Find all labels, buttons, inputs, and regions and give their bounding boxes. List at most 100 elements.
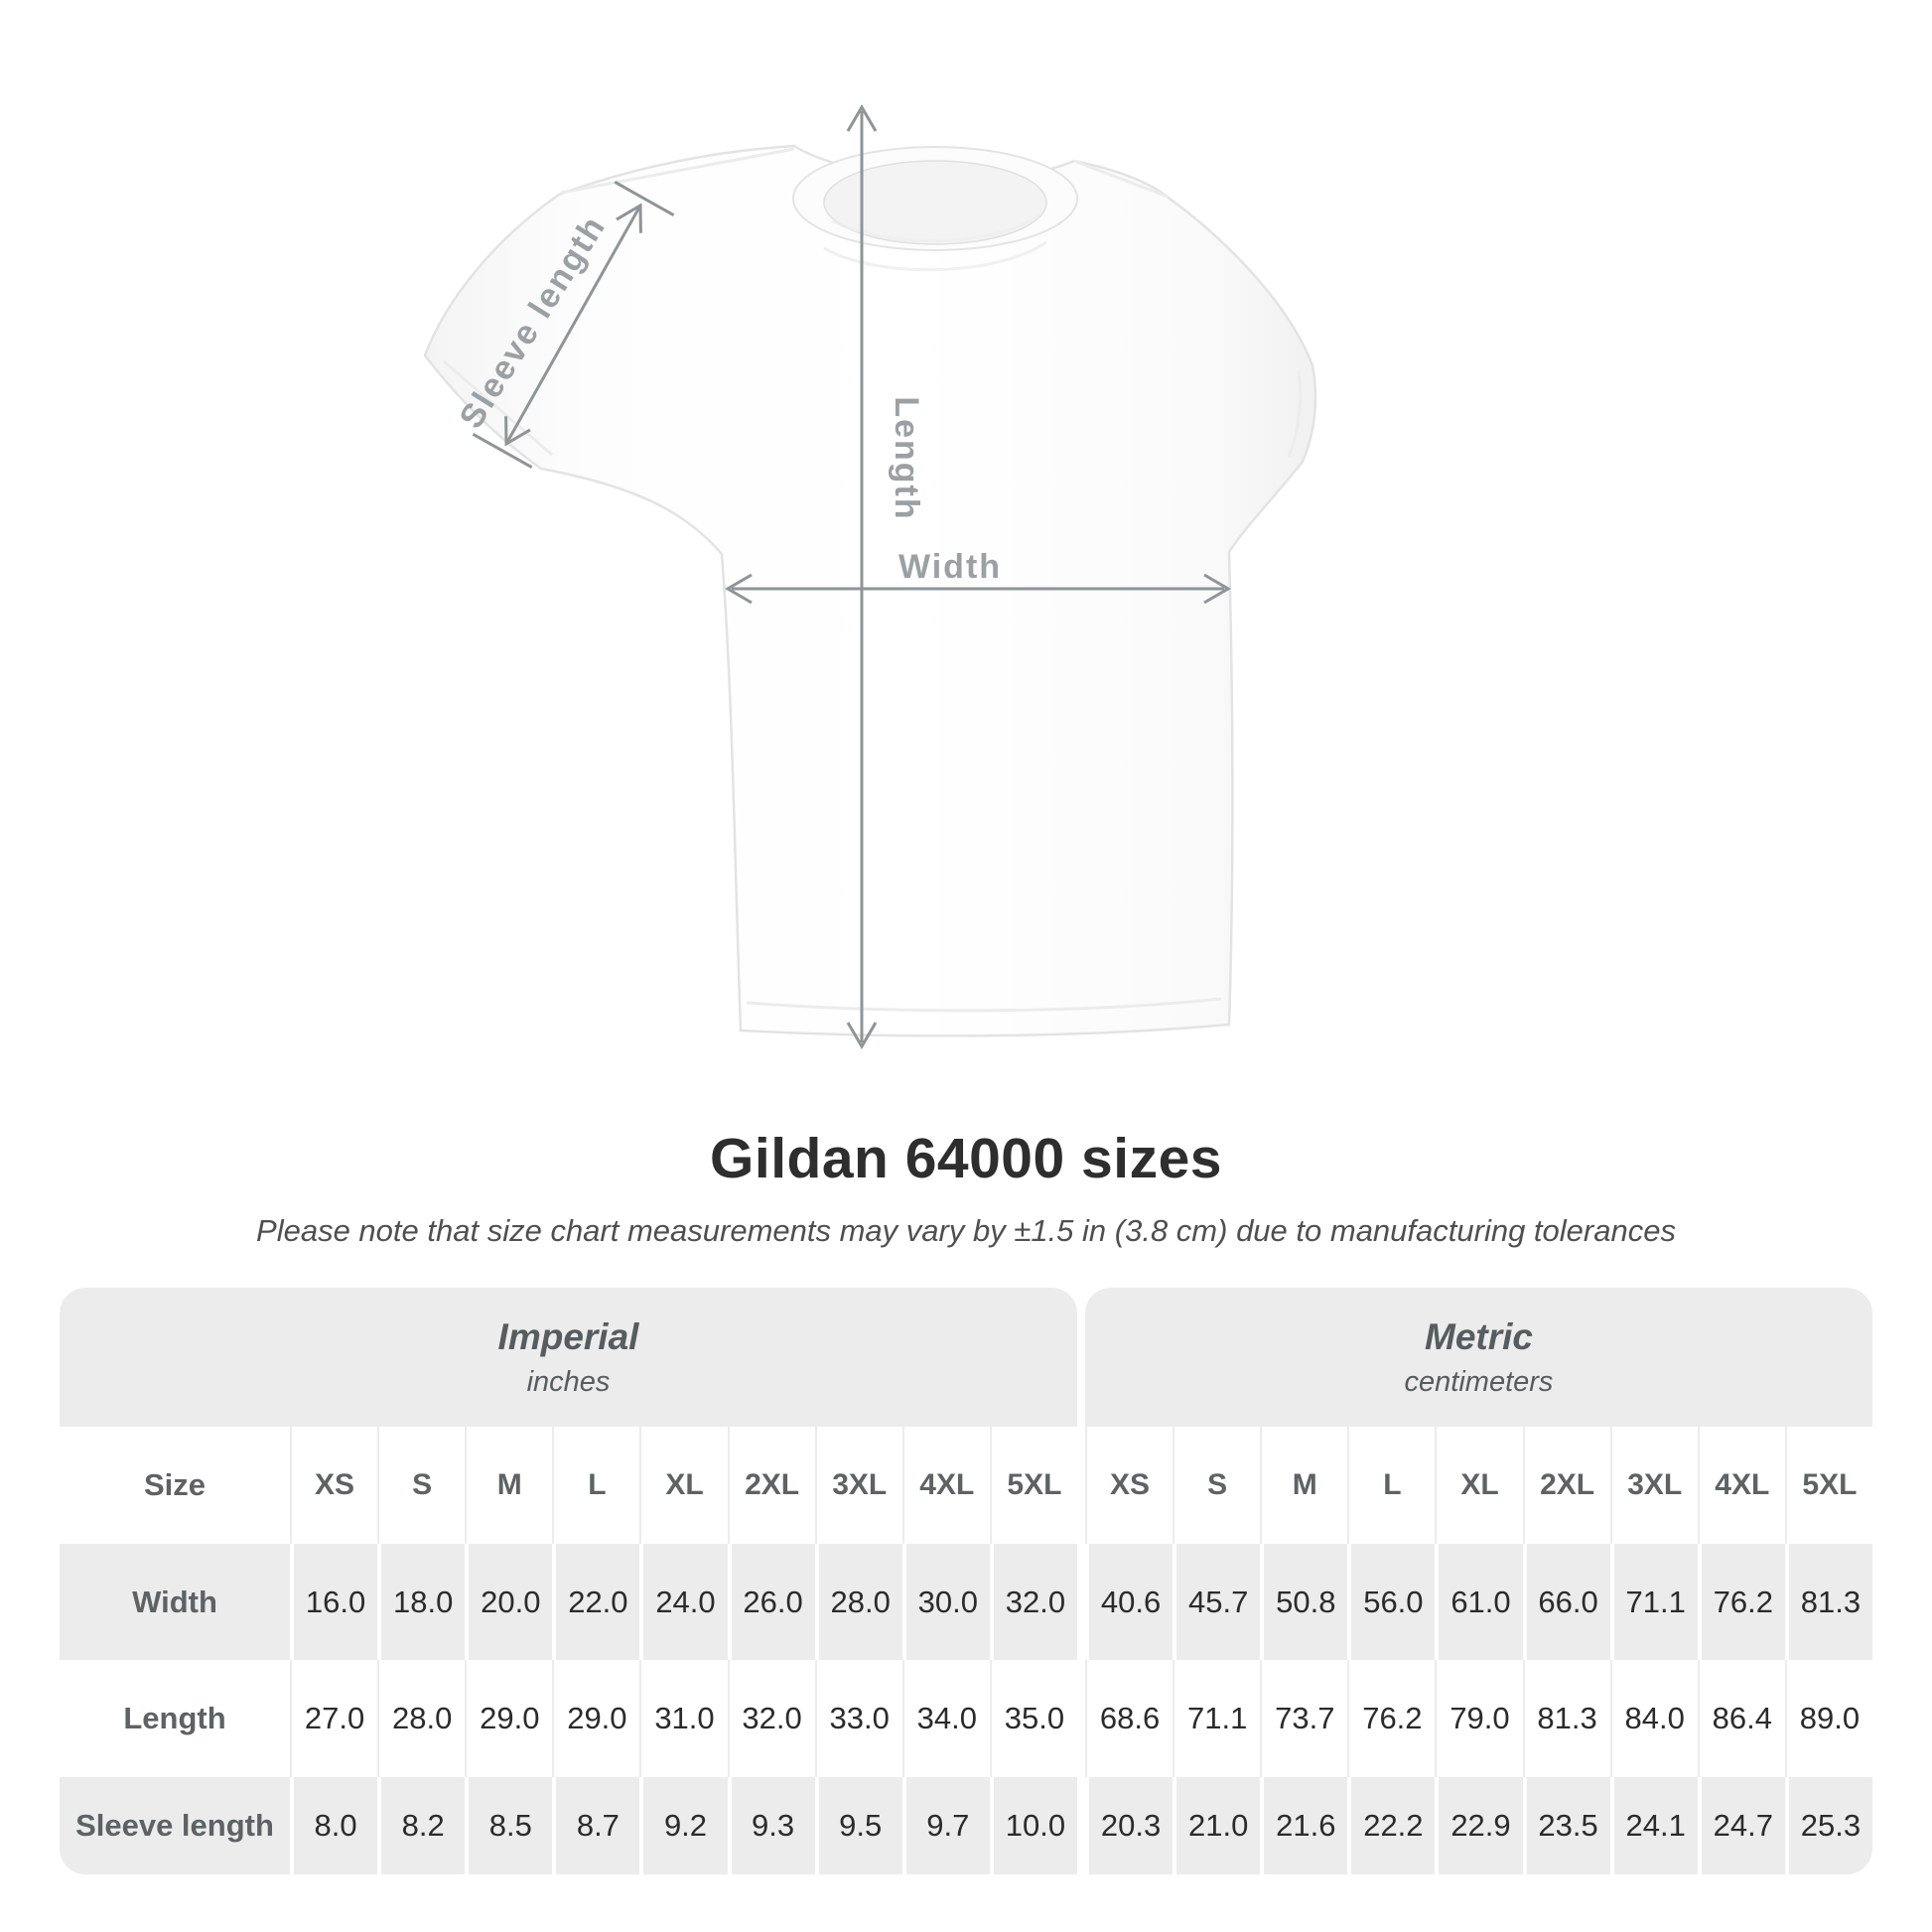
table-cell: 28.0 (377, 1660, 465, 1777)
table-cell: 22.0 (552, 1544, 639, 1660)
page-title: Gildan 64000 sizes (710, 1127, 1222, 1190)
table-cell: 9.7 (901, 1777, 990, 1874)
table-cell: 71.1 (1609, 1544, 1698, 1660)
collar-opening (823, 160, 1047, 245)
table-body: Size XS S M L XL 2XL 3XL 4XL 5XL XS S M L XL 2XL 3XL 4XL 5… (60, 1427, 1872, 1874)
table-cell: 9.3 (727, 1777, 815, 1874)
table-cell: S (1173, 1427, 1260, 1544)
size-chart-table: Imperial inches Metric centimeters Size X… (60, 1288, 1872, 1874)
table-cell: 86.4 (1697, 1660, 1785, 1777)
table-cell: 4XL (1697, 1427, 1785, 1544)
table-cell: 20.0 (465, 1544, 552, 1660)
column-gap (1077, 1544, 1085, 1660)
table-cell: 71.1 (1173, 1660, 1260, 1777)
table-cell: 23.5 (1522, 1777, 1610, 1874)
table-cell: 24.1 (1609, 1777, 1698, 1874)
table-cell: 22.9 (1435, 1777, 1522, 1874)
width-arrow (725, 573, 1231, 605)
row-label: Sleeve length (75, 1808, 274, 1843)
table-cell: 4XL (901, 1427, 990, 1544)
table-cell: 2XL (1522, 1427, 1610, 1544)
table-cell: 21.0 (1173, 1777, 1260, 1874)
table-cell: 76.2 (1347, 1660, 1435, 1777)
table-cell: 28.0 (814, 1544, 902, 1660)
table-cell: 24.7 (1697, 1777, 1785, 1874)
table-cell: XS (1085, 1427, 1173, 1544)
table-cell: 32.0 (989, 1544, 1077, 1660)
table-cell: 8.2 (377, 1777, 465, 1874)
table-row: Length 27.0 28.0 29.0 29.0 31.0 32.0 33.0 34.0 35… (60, 1660, 1872, 1777)
row-label: Width (132, 1584, 217, 1619)
table-cell: 33.0 (814, 1660, 902, 1777)
table-cell: 8.7 (552, 1777, 639, 1874)
table-row: Width 16.0 18.0 20.0 22.0 24.0 26.0 28.0 30.0 32.… (60, 1544, 1872, 1660)
table-cell: 8.0 (290, 1777, 377, 1874)
table-cell: 84.0 (1609, 1660, 1698, 1777)
width-label: Width (898, 548, 1002, 586)
imperial-unit-label: inches (526, 1365, 611, 1398)
table-cell: 21.6 (1260, 1777, 1347, 1874)
table-cell: 61.0 (1435, 1544, 1522, 1660)
metric-unit-label: centimeters (1404, 1365, 1554, 1398)
table-cell: 26.0 (727, 1544, 815, 1660)
table-cell: 27.0 (290, 1660, 377, 1777)
table-cell: 45.7 (1173, 1544, 1260, 1660)
imperial-label: Imperial (497, 1315, 639, 1357)
table-cell: 5XL (1784, 1427, 1872, 1544)
table-cell: 8.5 (465, 1777, 552, 1874)
sleeve-length-arrow (472, 181, 675, 469)
table-unit-header: Imperial inches Metric centimeters (60, 1288, 1872, 1427)
table-cell: 20.3 (1085, 1777, 1173, 1874)
table-cell: 10.0 (989, 1777, 1077, 1874)
table-cell: 89.0 (1784, 1660, 1872, 1777)
table-cell: 73.7 (1260, 1660, 1347, 1777)
size-column-header: Size (143, 1467, 207, 1502)
metric-header: Metric centimeters (1085, 1288, 1872, 1427)
table-cell: 30.0 (901, 1544, 990, 1660)
table-cell: 76.2 (1697, 1544, 1785, 1660)
table-cell: 40.6 (1085, 1544, 1173, 1660)
table-cell: 29.0 (465, 1660, 552, 1777)
table-cell: 22.2 (1347, 1777, 1435, 1874)
table-cell: 16.0 (290, 1544, 377, 1660)
table-cell: 66.0 (1522, 1544, 1610, 1660)
table-cell: 50.8 (1260, 1544, 1347, 1660)
table-cell: 32.0 (727, 1660, 815, 1777)
table-cell: XL (639, 1427, 727, 1544)
length-label: Length (888, 396, 925, 520)
row-label: Length (123, 1701, 226, 1735)
length-arrow (846, 104, 878, 1049)
table-cell: 81.3 (1522, 1660, 1610, 1777)
table-cell: 68.6 (1085, 1660, 1173, 1777)
table-cell: M (1260, 1427, 1347, 1544)
tshirt-graphic (423, 144, 1317, 1037)
table-cell: 18.0 (377, 1544, 465, 1660)
table-row: Sleeve length 8.0 8.2 8.5 8.7 9.2 9.3 9.5 9.7 10.… (60, 1777, 1872, 1874)
tshirt-measurement-diagram: Sleeve length Length Width (423, 104, 1317, 1049)
table-cell: 29.0 (552, 1660, 639, 1777)
column-gap (1077, 1777, 1085, 1874)
column-gap (1077, 1660, 1085, 1777)
table-cell: XS (290, 1427, 377, 1544)
imperial-header: Imperial inches (60, 1288, 1077, 1427)
table-cell: 25.3 (1784, 1777, 1872, 1874)
table-cell: 35.0 (989, 1660, 1077, 1777)
table-cell: M (465, 1427, 552, 1544)
table-cell: 9.5 (814, 1777, 902, 1874)
table-cell: L (552, 1427, 639, 1544)
table-cell: 9.2 (639, 1777, 727, 1874)
table-cell: 79.0 (1435, 1660, 1522, 1777)
table-cell: 31.0 (639, 1660, 727, 1777)
table-cell: 3XL (814, 1427, 902, 1544)
table-cell: 34.0 (901, 1660, 990, 1777)
table-cell: 3XL (1609, 1427, 1698, 1544)
table-cell: 24.0 (639, 1544, 727, 1660)
table-cell: 81.3 (1784, 1544, 1872, 1660)
table-cell: S (377, 1427, 465, 1544)
table-cell: 56.0 (1347, 1544, 1435, 1660)
header-gap (1077, 1288, 1085, 1427)
metric-label: Metric (1425, 1315, 1533, 1357)
table-cell: 2XL (727, 1427, 815, 1544)
page-subtitle: Please note that size chart measurements… (256, 1213, 1676, 1248)
